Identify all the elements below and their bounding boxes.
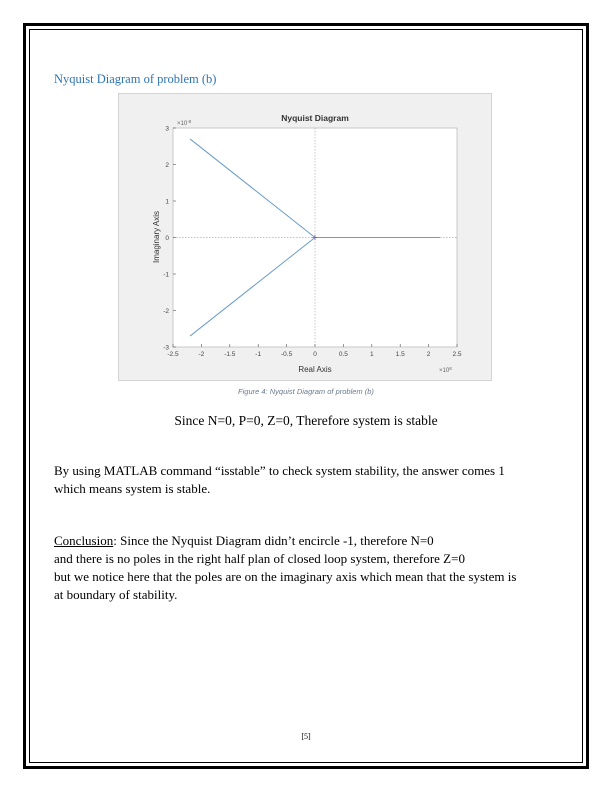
conclusion-line-4: at boundary of stability.: [54, 587, 178, 602]
conclusion-text-1: Since the Nyquist Diagram didn’t encircl…: [116, 533, 434, 548]
figure-caption: Figure 4: Nyquist Diagram of problem (b): [238, 387, 374, 396]
axis-ticks: -2.5 -2 -1.5 -1 -0.5 0 0.5 1 1.5 2 2.5 -3 -2 -1 0 1 2 3: [163, 125, 462, 358]
conclusion-colon: :: [113, 533, 117, 548]
y-axis-label: Imaginary Axis: [152, 211, 161, 263]
x-exponent: ×108: [439, 366, 452, 374]
x-axis-label: Real Axis: [298, 365, 331, 374]
nyquist-figure: -2.5 -2 -1.5 -1 -0.5 0 0.5 1 1.5 2 2.5 -3 -2 -1 0 1 2 3 N…: [118, 93, 492, 381]
x-tick-label-6: 0.5: [339, 351, 348, 358]
x-tick-label-4: -0.5: [281, 351, 293, 358]
y-tick-label-1: -2: [163, 308, 169, 315]
x-tick-label-7: 1: [370, 351, 374, 358]
stability-statement: Since N=0, P=0, Z=0, Therefore system is…: [174, 413, 438, 428]
x-tick-label-0: -2.5: [167, 351, 179, 358]
chart-title: Nyquist Diagram: [281, 113, 349, 123]
conclusion-line-3: but we notice here that the poles are on…: [54, 569, 517, 584]
x-tick-label-1: -2: [199, 351, 205, 358]
y-exponent: ×10-8: [177, 119, 192, 127]
y-tick-label-3: 0: [165, 235, 169, 242]
x-tick-label-2: -1.5: [224, 351, 236, 358]
nyquist-curves: [189, 138, 440, 337]
conclusion-label: Conclusion: [54, 533, 114, 548]
section-heading: Nyquist Diagram of problem (b): [54, 72, 217, 86]
y-tick-label-4: 1: [165, 198, 169, 205]
conclusion-line-1: Conclusion: Since the Nyquist Diagram di…: [54, 532, 554, 550]
nyquist-branch-1: [189, 237, 316, 337]
page-number: [5]: [301, 732, 311, 741]
x-tick-label-8: 1.5: [396, 351, 405, 358]
conclusion-paragraph: Conclusion: Since the Nyquist Diagram di…: [54, 532, 554, 604]
matlab-paragraph: By using MATLAB command “isstable” to ch…: [54, 462, 554, 498]
x-tick-label-3: -1: [255, 351, 261, 358]
page-border-outer: [23, 23, 589, 769]
nyquist-branch-0: [189, 138, 316, 238]
matlab-line-1: By using MATLAB command “isstable” to ch…: [54, 463, 505, 478]
y-tick-label-0: -3: [163, 344, 169, 351]
y-tick-label-6: 3: [165, 125, 169, 132]
nyquist-chart: -2.5 -2 -1.5 -1 -0.5 0 0.5 1 1.5 2 2.5 -3 -2 -1 0 1 2 3 N…: [152, 113, 462, 374]
conclusion-line-2: and there is no poles in the right half …: [54, 551, 465, 566]
y-tick-label-5: 2: [165, 162, 169, 169]
matlab-line-2: which means system is stable.: [54, 481, 211, 496]
page-border-inner: [29, 29, 583, 763]
x-tick-label-10: 2.5: [452, 351, 461, 358]
x-tick-label-5: 0: [313, 351, 317, 358]
y-tick-label-2: -1: [163, 271, 169, 278]
x-tick-label-9: 2: [427, 351, 431, 358]
